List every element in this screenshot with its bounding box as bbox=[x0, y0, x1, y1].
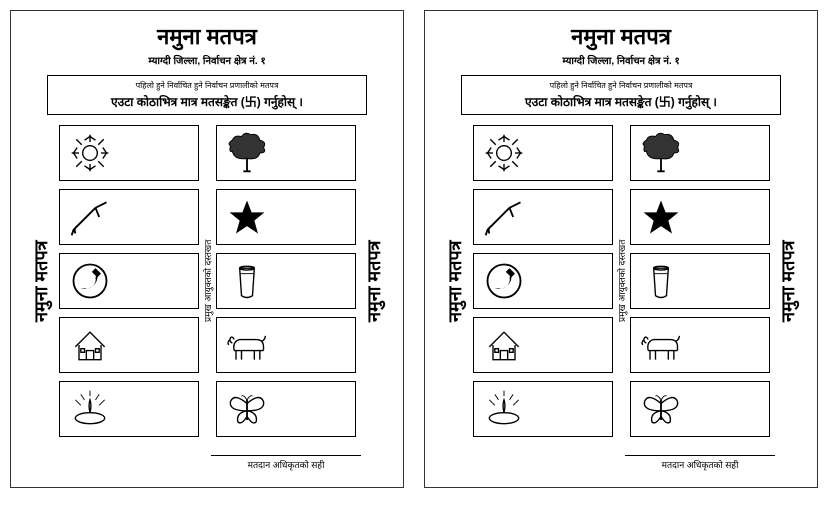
house-icon bbox=[68, 323, 112, 367]
mid-label: प्रमुख आयुक्तको दस्तखत bbox=[199, 125, 216, 437]
plough-icon bbox=[482, 195, 526, 239]
cell-cow[interactable] bbox=[216, 317, 356, 373]
ballot-body: नमुना मतपत्र प्रमुख आयुक्तको दस्तखत नमुन… bbox=[23, 125, 391, 437]
cell-plough[interactable] bbox=[59, 189, 199, 245]
cell-tree[interactable] bbox=[216, 125, 356, 181]
ballot-header: नमुना मतपत्र म्याग्दी जिल्ला, निर्वाचन क… bbox=[23, 21, 391, 67]
hammer-sickle-icon bbox=[482, 259, 526, 303]
lamp-icon bbox=[482, 387, 526, 431]
butterfly-icon bbox=[639, 387, 683, 431]
sun-icon bbox=[482, 131, 526, 175]
side-label-right: नमुना मतपत्र bbox=[774, 125, 802, 437]
cell-butterfly[interactable] bbox=[630, 381, 770, 437]
ballot-card: नमुना मतपत्र म्याग्दी जिल्ला, निर्वाचन क… bbox=[424, 10, 818, 488]
ballot-title: नमुना मतपत्र bbox=[23, 21, 391, 51]
cell-hammer-sickle[interactable] bbox=[473, 253, 613, 309]
cell-sun[interactable] bbox=[59, 125, 199, 181]
cell-plough[interactable] bbox=[473, 189, 613, 245]
cell-star[interactable] bbox=[216, 189, 356, 245]
instruction-main: एउटा कोठाभित्र मात्र मतसङ्केत (卐) गर्नुह… bbox=[468, 93, 774, 110]
cup-icon bbox=[225, 259, 269, 303]
side-label-left: नमुना मतपत्र bbox=[27, 125, 55, 437]
cow-icon bbox=[225, 323, 269, 367]
ballot-subtitle: म्याग्दी जिल्ला, निर्वाचन क्षेत्र नं. १ bbox=[23, 53, 391, 67]
cell-sun[interactable] bbox=[473, 125, 613, 181]
sun-icon bbox=[68, 131, 112, 175]
cell-house[interactable] bbox=[473, 317, 613, 373]
hammer-sickle-icon bbox=[68, 259, 112, 303]
tree-icon bbox=[639, 131, 683, 175]
cell-cow[interactable] bbox=[630, 317, 770, 373]
cell-lamp[interactable] bbox=[59, 381, 199, 437]
ballot-title: नमुना मतपत्र bbox=[437, 21, 805, 51]
ballot-card: नमुना मतपत्र म्याग्दी जिल्ला, निर्वाचन क… bbox=[10, 10, 404, 488]
right-column bbox=[630, 125, 770, 437]
cell-house[interactable] bbox=[59, 317, 199, 373]
lamp-icon bbox=[68, 387, 112, 431]
instruction-small: पहिलो हुने निर्वाचित हुने निर्वाचन प्रणा… bbox=[468, 80, 774, 91]
plough-icon bbox=[68, 195, 112, 239]
tree-icon bbox=[225, 131, 269, 175]
mid-label: प्रमुख आयुक्तको दस्तखत bbox=[613, 125, 630, 437]
butterfly-icon bbox=[225, 387, 269, 431]
left-column bbox=[59, 125, 199, 437]
right-column bbox=[216, 125, 356, 437]
cell-star[interactable] bbox=[630, 189, 770, 245]
instruction-main: एउटा कोठाभित्र मात्र मतसङ्केत (卐) गर्नुह… bbox=[54, 93, 360, 110]
cell-tree[interactable] bbox=[630, 125, 770, 181]
side-label-right: नमुना मतपत्र bbox=[360, 125, 388, 437]
cell-cup[interactable] bbox=[630, 253, 770, 309]
cell-cup[interactable] bbox=[216, 253, 356, 309]
cup-icon bbox=[639, 259, 683, 303]
instruction-box: पहिलो हुने निर्वाचित हुने निर्वाचन प्रणा… bbox=[47, 75, 367, 115]
instruction-box: पहिलो हुने निर्वाचित हुने निर्वाचन प्रणा… bbox=[461, 75, 781, 115]
side-label-left: नमुना मतपत्र bbox=[441, 125, 469, 437]
instruction-small: पहिलो हुने निर्वाचित हुने निर्वाचन प्रणा… bbox=[54, 80, 360, 91]
cell-hammer-sickle[interactable] bbox=[59, 253, 199, 309]
signature-area: मतदान अधिकृतको सही bbox=[437, 455, 805, 473]
cow-icon bbox=[639, 323, 683, 367]
signature-label: मतदान अधिकृतको सही bbox=[211, 455, 361, 471]
left-column bbox=[473, 125, 613, 437]
star-icon bbox=[639, 195, 683, 239]
ballot-header: नमुना मतपत्र म्याग्दी जिल्ला, निर्वाचन क… bbox=[437, 21, 805, 67]
signature-area: मतदान अधिकृतको सही bbox=[23, 455, 391, 473]
house-icon bbox=[482, 323, 526, 367]
ballot-subtitle: म्याग्दी जिल्ला, निर्वाचन क्षेत्र नं. १ bbox=[437, 53, 805, 67]
cell-lamp[interactable] bbox=[473, 381, 613, 437]
cell-butterfly[interactable] bbox=[216, 381, 356, 437]
ballot-body: नमुना मतपत्र प्रमुख आयुक्तको दस्तखत नमुन… bbox=[437, 125, 805, 437]
signature-label: मतदान अधिकृतको सही bbox=[625, 455, 775, 471]
star-icon bbox=[225, 195, 269, 239]
